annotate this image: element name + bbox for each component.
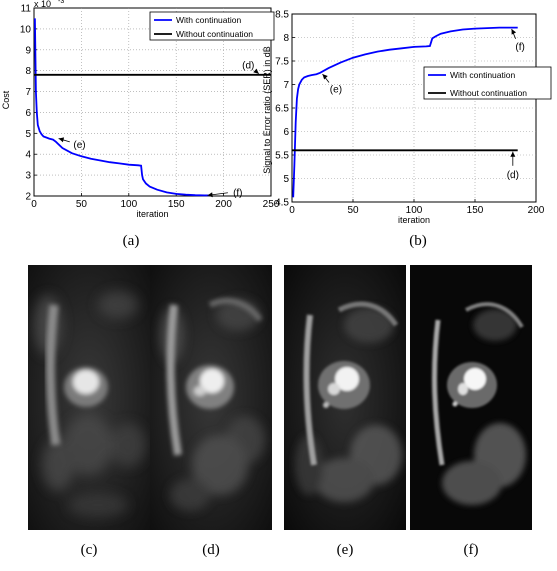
chart2-y-tick-label: 4.5: [275, 198, 289, 209]
chart2-y-tick-label: 8: [283, 33, 289, 44]
chart2-legend-label-2: Without continuation: [450, 88, 527, 98]
chart1-legend-label-2: Without continuation: [176, 29, 253, 39]
chart2-annotation-label: (d): [507, 170, 519, 181]
chart2-annotation-arrowhead: [322, 74, 328, 80]
chart1-y-axis-label: Cost: [1, 90, 11, 109]
mri-image-c: [28, 265, 150, 530]
chart1-y-exponent-power: -3: [58, 0, 64, 5]
chart2-x-tick-label: 150: [467, 205, 484, 216]
chart2-y-tick-label: 6.5: [275, 104, 289, 115]
mri-image-d: [150, 265, 272, 530]
chart1-x-axis-label: iteration: [136, 209, 168, 219]
chart1-y-tick-label: 7: [25, 87, 31, 98]
chart1-y-tick-label: 8: [25, 66, 31, 77]
chart1-y-tick-label: 4: [25, 150, 31, 161]
chart1-y-tick-label: 6: [25, 108, 31, 119]
chart1-annotation-label: (e): [73, 140, 85, 151]
caption-a: (a): [122, 233, 140, 249]
chart1-annotation-label: (f): [233, 188, 242, 199]
chart1-legend-label-1: With continuation: [176, 15, 241, 25]
chart2-y-tick-label: 5: [283, 174, 289, 185]
chart2-annotation-arrowhead: [510, 151, 516, 157]
chart1-y-tick-label: 5: [25, 129, 31, 140]
chart1-x-tick-label: 250: [263, 199, 280, 210]
chart2-legend-label-1: With continuation: [450, 70, 515, 80]
mri-image-f: [410, 265, 532, 530]
chart1-x-tick-label: 0: [31, 199, 37, 210]
chart1-y-tick-label: 10: [20, 24, 32, 35]
chart1-x-tick-label: 50: [76, 199, 88, 210]
chart1-legend-box: [149, 11, 275, 41]
chart2-annotation-arrowhead: [511, 29, 517, 35]
chart2-x-tick-label: 0: [289, 205, 295, 216]
chart2-series-line-1: [292, 26, 518, 198]
chart1-y-tick-label: 2: [25, 192, 31, 203]
chart2-y-tick-label: 7.5: [275, 57, 289, 68]
chart1-y-tick-label: 3: [25, 171, 31, 182]
chart2-x-tick-label: 50: [347, 205, 359, 216]
caption-f: (f): [463, 542, 479, 558]
chart2-x-tick-label: 100: [406, 205, 423, 216]
caption-d: (d): [202, 542, 220, 558]
chart2-x-tick-label: 200: [528, 205, 545, 216]
chart1-y-tick-label: 11: [21, 4, 32, 15]
chart2-annotation-label: (f): [515, 42, 524, 53]
chart1-x-tick-label: 200: [215, 199, 232, 210]
chart1-annotation-arrowhead: [207, 192, 213, 198]
chart2-y-tick-label: 7: [283, 80, 289, 91]
chart2-y-tick-label: 8.5: [275, 10, 289, 21]
chart1-y-exponent: x 10: [34, 0, 51, 9]
caption-c: (c): [80, 542, 98, 558]
charts-area: 0 50 100 150 200 250234567891011iterationCost…: [1, 0, 552, 225]
chart1-annotation-arrowhead: [58, 137, 65, 143]
chart2-annotation-label: (e): [330, 84, 342, 95]
caption-b: (b): [409, 233, 427, 249]
chart1-x-tick-label: 150: [168, 199, 185, 210]
chart1-y-tick-label: 9: [25, 45, 31, 56]
chart2-y-axis-label: Signal to Error ratio (SER) in dB: [262, 46, 272, 174]
chart2-x-axis-label: iteration: [398, 215, 430, 225]
chart1-series-line-1: [34, 18, 210, 197]
chart1-annotation-label: (d): [242, 60, 254, 71]
caption-e: (e): [336, 542, 354, 558]
mri-image-e: [284, 265, 406, 530]
chart1-annotation-arrowhead: [253, 68, 259, 74]
chart2-y-tick-label: 6: [283, 127, 289, 138]
chart2-y-tick-label: 5.5: [275, 151, 289, 162]
chart1-x-tick-label: 100: [120, 199, 137, 210]
